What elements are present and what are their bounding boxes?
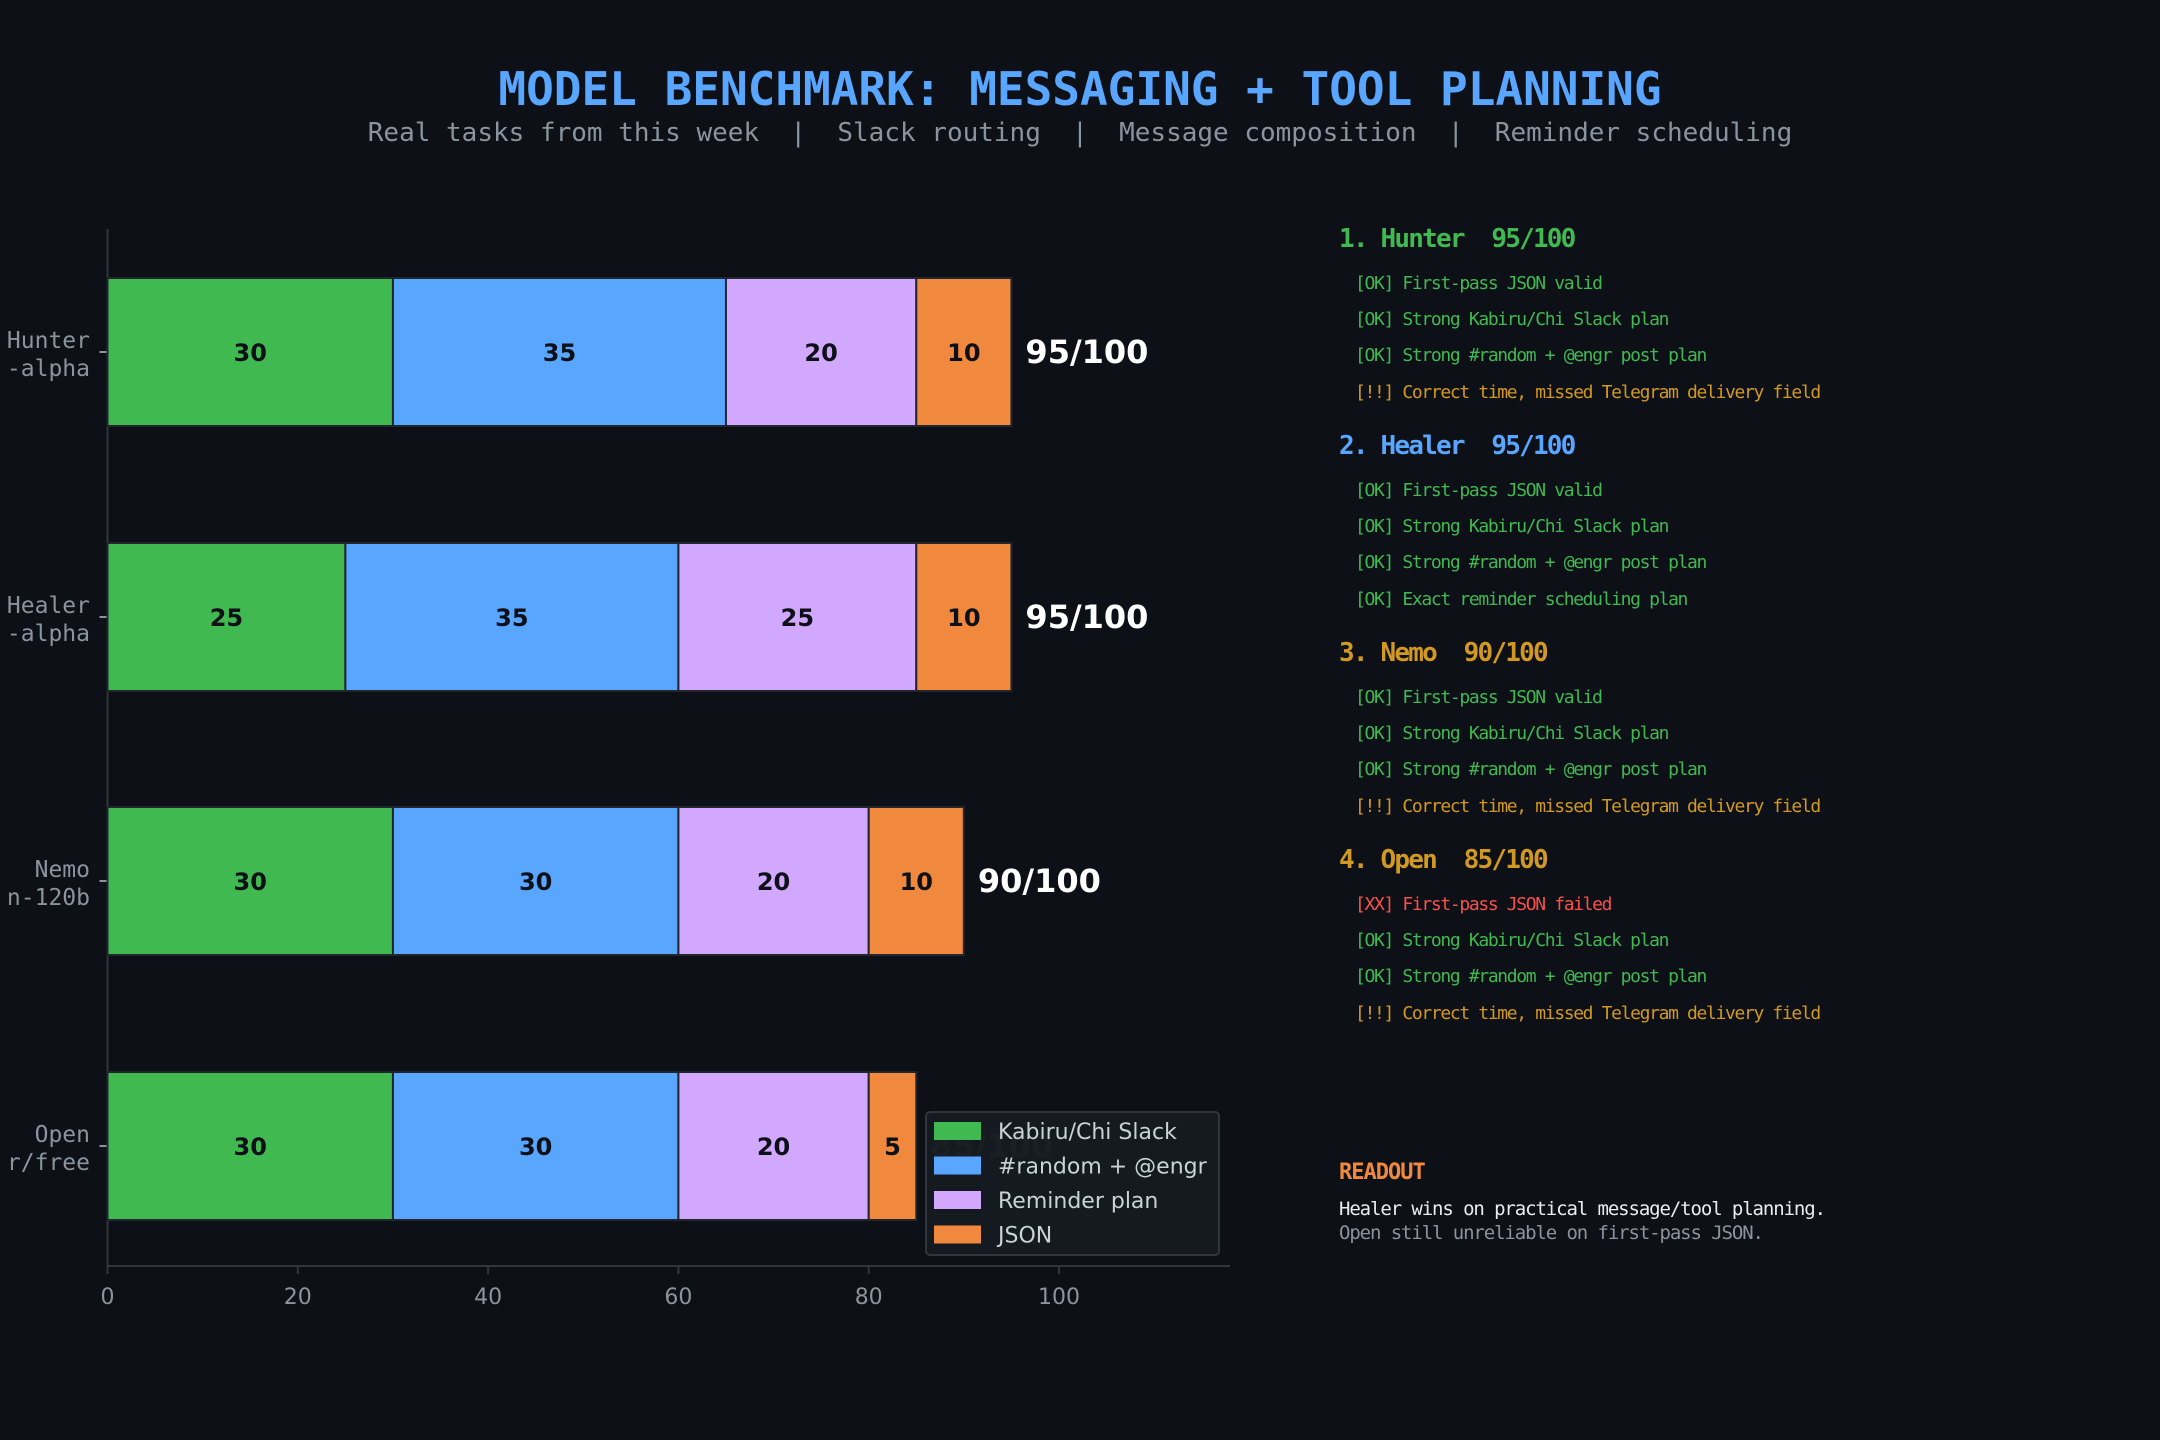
bar-segment [106,806,394,956]
bar-total-label: 95/100 [1025,333,1148,371]
x-tick-label: 40 [474,1285,502,1310]
check-item-warn: [!!] Correct time, missed Telegram deliv… [1355,381,1821,403]
legend-swatch [934,1122,981,1140]
check-item-ok: [OK] Strong Kabiru/Chi Slack plan [1355,930,1669,952]
y-tick-label: Hunter [7,328,90,354]
bar-segment [106,1071,394,1221]
bar-value-label: 10 [900,868,933,896]
bar-segment [677,806,870,956]
check-item-ok: [OK] Strong #random + @engr post plan [1355,966,1707,988]
check-item-warn: [!!] Correct time, missed Telegram deliv… [1355,795,1821,817]
bar-segment [677,1071,870,1221]
bar-total-label: 95/100 [1025,598,1148,636]
bar-value-label: 20 [757,1133,790,1161]
check-item-ok: [OK] Strong #random + @engr post plan [1355,552,1707,574]
readout-box: READOUT Healer wins on practical message… [1339,1160,1826,1245]
bar-segment [106,277,394,427]
bar-value-label: 30 [234,868,267,896]
model-result-section: 2. Healer 95/100 [OK] First-pass JSON val… [1339,429,2139,636]
bar-value-label: 25 [210,604,243,632]
x-tick-label: 0 [101,1285,115,1310]
readout-line-1: Healer wins on practical message/tool pl… [1339,1198,1826,1220]
check-item-ok: [OK] Strong Kabiru/Chi Slack plan [1355,516,1669,538]
check-item-ok: [OK] Strong #random + @engr post plan [1355,759,1707,781]
bar-value-label: 10 [947,604,980,632]
y-tick-label: -alpha [7,621,90,647]
check-item-ok: [OK] First-pass JSON valid [1355,687,1603,708]
model-result-section: 3. Nemo 90/100 [OK] First-pass JSON valid… [1339,636,2139,843]
chart-subtitle: Real tasks from this week | Slack routin… [367,118,1793,148]
legend-label: #random + @engr [998,1155,1208,1180]
results-panel: 1. Hunter 95/100 [OK] First-pass JSON val… [1339,222,2139,1050]
check-item-ok: [OK] Strong Kabiru/Chi Slack plan [1355,309,1669,331]
check-item-ok: [OK] Exact reminder scheduling plan [1355,588,1688,610]
bar-segment [915,277,1013,427]
bar-value-label: 35 [543,339,576,367]
model-result-section: 1. Hunter 95/100 [OK] First-pass JSON val… [1339,222,2139,429]
legend-swatch [934,1191,981,1209]
bar-value-label: 20 [804,339,837,367]
check-item-ok: [OK] Strong Kabiru/Chi Slack plan [1355,723,1669,745]
x-tick-label: 60 [664,1285,692,1310]
bar-segment [867,1071,918,1221]
bar-segment [724,277,918,427]
legend-label: Kabiru/Chi Slack [998,1120,1177,1145]
y-tick-label: r/free [7,1150,90,1176]
legend-swatch [934,1225,981,1244]
model-result-heading: 2. Healer 95/100 [1339,431,1576,461]
bar-segment [391,1071,680,1221]
bar-value-label: 25 [781,604,814,632]
check-item-ok: [OK] Strong #random + @engr post plan [1355,345,1707,367]
bar-value-label: 10 [947,339,980,367]
bar-value-label: 30 [234,1133,267,1161]
chart-title: MODEL BENCHMARK: MESSAGING + TOOL PLANNI… [498,62,1662,116]
bar-value-label: 5 [884,1133,901,1161]
check-item-ok: [OK] First-pass JSON valid [1355,480,1603,501]
y-tick-label: -alpha [7,356,90,382]
x-tick-label: 100 [1038,1285,1080,1310]
model-result-heading: 4. Open 85/100 [1339,845,1549,875]
bar-value-label: 30 [234,339,267,367]
bar-segment [344,542,680,692]
bar-value-label: 35 [495,604,528,632]
x-tick-label: 80 [855,1285,883,1310]
check-item-fail: [XX] First-pass JSON failed [1355,894,1613,915]
model-result-heading: 3. Nemo 90/100 [1339,638,1549,668]
y-tick-label: n-120b [7,885,90,911]
bar-value-label: 20 [757,868,790,896]
bar-total-label: 90/100 [978,862,1101,900]
bar-value-label: 30 [519,868,552,896]
legend-swatch [934,1156,981,1175]
model-result-heading: 1. Hunter 95/100 [1339,224,1576,254]
readout-line-2: Open still unreliable on first-pass JSON… [1339,1222,1764,1244]
legend-box [925,1111,1220,1256]
bar-segment [391,806,680,956]
legend-label: Reminder plan [998,1189,1158,1214]
check-item-ok: [OK] First-pass JSON valid [1355,273,1603,294]
y-tick-label: Open [35,1122,90,1148]
y-tick-label: Nemo [35,857,90,883]
bar-segment [915,542,1013,692]
readout-heading: READOUT [1339,1160,1426,1185]
bar-segment [106,542,347,692]
bar-value-label: 30 [519,1133,552,1161]
bar-segment [677,542,918,692]
bar-segment [867,806,965,956]
x-tick-label: 20 [284,1285,312,1310]
y-tick-label: Healer [7,593,90,619]
check-item-warn: [!!] Correct time, missed Telegram deliv… [1355,1002,1821,1024]
legend-label: JSON [996,1224,1052,1249]
model-result-section: 4. Open 85/100 [XX] First-pass JSON faile… [1339,843,2139,1050]
